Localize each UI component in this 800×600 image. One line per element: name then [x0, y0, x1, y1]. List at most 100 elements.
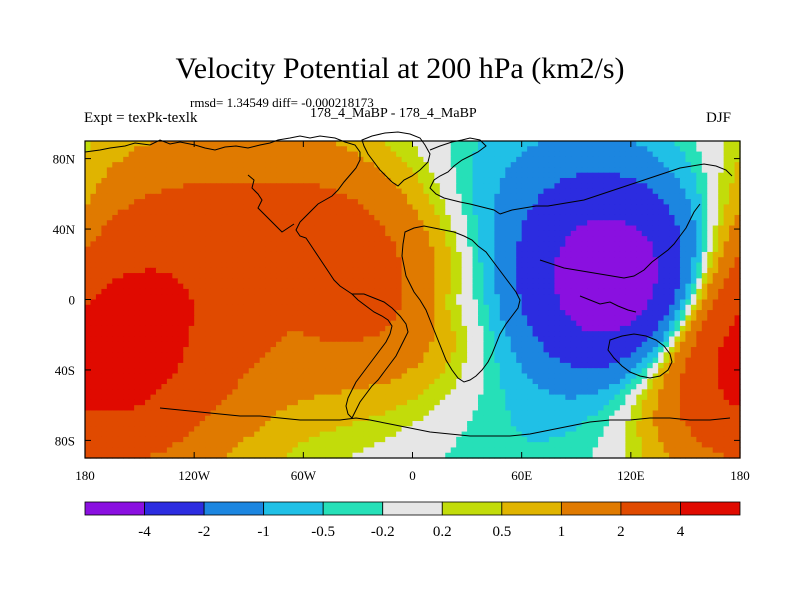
field-cell [516, 320, 523, 327]
field-cell [587, 294, 594, 301]
field-cell [254, 183, 261, 190]
field-cell [292, 267, 299, 274]
field-cell [390, 331, 397, 338]
field-cell [494, 225, 501, 232]
field-cell [199, 315, 206, 322]
field-cell [734, 283, 741, 290]
field-cell [232, 294, 239, 301]
field-cell [314, 177, 321, 184]
field-cell [385, 320, 392, 327]
field-cell [237, 257, 244, 264]
field-cell [85, 183, 92, 190]
field-cell [123, 172, 130, 179]
field-cell [439, 331, 446, 338]
field-cell [194, 230, 201, 237]
field-cell [729, 167, 736, 174]
field-cell [625, 325, 632, 332]
field-cell [581, 294, 588, 301]
field-cell [90, 230, 97, 237]
field-cell [658, 141, 665, 147]
field-cell [712, 162, 719, 169]
field-cell [155, 172, 163, 179]
field-cell [434, 141, 441, 147]
field-cell [734, 347, 741, 353]
field-cell [576, 172, 583, 179]
field-cell [576, 273, 583, 279]
field-cell [478, 257, 485, 264]
field-cell [478, 151, 485, 158]
field-cell [325, 204, 332, 211]
field-cell [90, 283, 97, 290]
field-cell [325, 177, 332, 184]
field-cell [216, 320, 223, 327]
field-cell [576, 315, 583, 322]
field-cell [696, 209, 703, 216]
field-cell [543, 310, 550, 316]
field-cell [199, 199, 206, 205]
field-cell [707, 273, 714, 279]
field-cell [139, 257, 146, 264]
field-cell [390, 325, 397, 332]
field-cell [205, 220, 212, 227]
field-cell [139, 146, 146, 153]
field-cell [177, 347, 184, 353]
field-cell [450, 193, 457, 200]
field-cell [483, 294, 490, 301]
field-cell [155, 141, 163, 147]
field-cell [85, 151, 92, 158]
field-cell [407, 230, 414, 237]
field-cell [603, 193, 610, 200]
field-cell [325, 325, 332, 332]
field-cell [527, 262, 534, 269]
field-cell [712, 315, 719, 322]
field-cell [363, 193, 370, 200]
field-cell [155, 146, 163, 153]
field-cell [548, 193, 556, 200]
field-cell [303, 177, 310, 184]
field-cell [390, 341, 397, 348]
field-cell [658, 172, 665, 179]
field-cell [303, 246, 310, 253]
field-cell [543, 315, 550, 322]
field-cell [630, 241, 637, 248]
field-cell [576, 325, 583, 332]
field-cell [723, 220, 730, 227]
field-cell [374, 230, 381, 237]
field-cell [85, 146, 92, 153]
field-cell [123, 347, 130, 353]
field-cell [669, 336, 676, 343]
field-cell [396, 156, 403, 163]
field-cell [134, 336, 141, 343]
field-cell [592, 220, 599, 227]
field-cell [150, 162, 157, 169]
field-cell [630, 341, 637, 348]
field-cell [505, 241, 512, 248]
field-cell [718, 151, 725, 158]
field-cell [199, 146, 206, 153]
field-cell [548, 299, 556, 306]
field-cell [439, 262, 446, 269]
field-cell [221, 156, 228, 163]
field-cell [538, 177, 545, 184]
field-cell [412, 188, 419, 195]
field-cell [658, 209, 665, 216]
field-cell [347, 257, 354, 264]
field-cell [663, 310, 670, 316]
field-cell [183, 188, 190, 195]
field-cell [532, 188, 539, 195]
field-cell [472, 141, 479, 147]
field-cell [690, 146, 697, 153]
field-cell [494, 177, 501, 184]
field-cell [226, 304, 233, 311]
field-cell [243, 230, 250, 237]
field-cell [609, 241, 616, 248]
field-cell [254, 172, 261, 179]
field-cell [674, 267, 681, 274]
field-cell [254, 320, 261, 327]
field-cell [598, 193, 605, 200]
field-cell [679, 257, 687, 264]
field-cell [499, 336, 506, 343]
field-cell [472, 273, 479, 279]
field-cell [374, 257, 381, 264]
field-cell [177, 177, 184, 184]
